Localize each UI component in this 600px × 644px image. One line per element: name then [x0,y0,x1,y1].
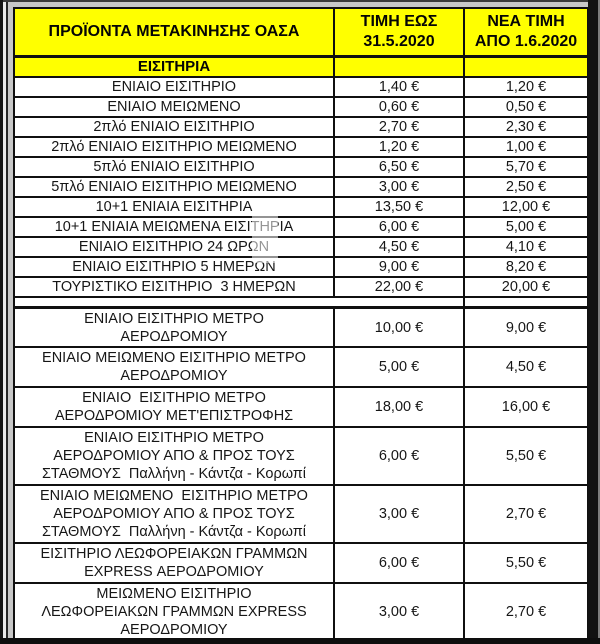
photo-edge-left [0,0,3,644]
price-new-cell: 0,50 € [463,98,587,116]
photo-edge-top [0,0,600,2]
table-row: ΕΝΙΑΙΟ ΕΙΣΙΤΗΡΙΟ ΜΕΤΡΟ ΑΕΡΟΔΡΟΜΙΟΥ ΜΕΤ'Ε… [15,386,587,426]
price-new-cell: 4,10 € [463,238,587,256]
photo-edge-bottom [0,638,600,644]
price-old-cell: 5,00 € [333,348,463,386]
table-header-row: ΠΡΟΪΟΝΤΑ ΜΕΤΑΚΙΝΗΣΗΣ ΟΑΣΑ ΤΙΜΗ ΕΩΣ 31.5.… [15,9,587,55]
table-row: 2πλό ΕΝΙΑΙΟ ΕΙΣΙΤΗΡΙΟ 2,70 € 2,30 € [15,116,587,136]
price-old-cell: 1,20 € [333,138,463,156]
price-new-cell: 5,00 € [463,218,587,236]
product-name: 10+1 ΕΝΙΑΙΑ ΜΕΙΩΜΕΝΑ ΕΙΣΙΤΗΡΙΑ [54,219,294,235]
photo-edge-right [588,0,598,644]
price-old-cell: 3,00 € [333,486,463,542]
price-old-cell: 6,50 € [333,158,463,176]
product-name: ΕΝΙΑΙΟ ΕΙΣΙΤΗΡΙΟ ΜΕΤΡΟ ΑΕΡΟΔΡΟΜΙΟΥ ΜΕΤ'Ε… [54,390,294,424]
spacer-row [15,296,587,306]
product-name: 10+1 ΕΝΙΑΙΑ ΕΙΣΙΤΗΡΙΑ [95,199,253,215]
product-name: ΕΝΙΑΙΟ ΕΙΣΙΤΗΡΙΟ 24 ΩΡΩΝ [78,239,270,255]
product-name: ΕΝΙΑΙΟ ΜΕΙΩΜΕΝΟ ΕΙΣΙΤΗΡΙΟ ΜΕΤΡΟ ΑΕΡΟΔΡΟΜ… [42,350,306,384]
table-row: ΕΙΣΙΤΗΡΙΟ ΛΕΩΦΟΡΕΙΑΚΩΝ ΓΡΑΜΜΩΝ EXPRESS Α… [15,542,587,582]
product-name: 2πλό ΕΝΙΑΙΟ ΕΙΣΙΤΗΡΙΟ [93,119,255,135]
product-name: ΕΙΣΙΤΗΡΙΟ ΛΕΩΦΟΡΕΙΑΚΩΝ ΓΡΑΜΜΩΝ EXPRESS Α… [40,546,308,580]
product-name: 2πλό ΕΝΙΑΙΟ ΕΙΣΙΤΗΡΙΟ ΜΕΙΩΜΕΝΟ [51,139,297,155]
price-old-cell: 10,00 € [333,309,463,346]
table-row: ΕΝΙΑΙΟ ΜΕΙΩΜΕΝΟ 0,60 € 0,50 € [15,96,587,116]
product-name: ΜΕΙΩΜΕΝΟ ΕΙΣΙΤΗΡΙΟ ΛΕΩΦΟΡΕΙΑΚΩΝ ΓΡΑΜΜΩΝ … [41,586,307,638]
price-old-cell: 9,00 € [333,258,463,276]
price-new-cell: 20,00 € [463,278,587,296]
product-name: ΕΝΙΑΙΟ ΕΙΣΙΤΗΡΙΟ ΜΕΤΡΟ ΑΕΡΟΔΡΟΜΙΟΥ [84,310,264,345]
price-new-cell: 2,50 € [463,178,587,196]
product-name: 5πλό ΕΝΙΑΙΟ ΕΙΣΙΤΗΡΙΟ [93,159,255,175]
price-new-cell: 12,00 € [463,198,587,216]
price-old-cell: 3,00 € [333,584,463,640]
price-old-cell: 13,50 € [333,198,463,216]
table-row: ΕΝΙΑΙΟ ΕΙΣΙΤΗΡΙΟ 5 ΗΜΕΡΩΝ 9,00 € 8,20 € [15,256,587,276]
price-new-cell: 8,20 € [463,258,587,276]
product-name: ΤΟΥΡΙΣΤΙΚΟ ΕΙΣΙΤΗΡΙΟ 3 ΗΜΕΡΩΝ [52,279,296,295]
price-old-cell: 22,00 € [333,278,463,296]
price-old-cell: 1,40 € [333,78,463,96]
header-price-new: ΝΕΑ ΤΙΜΗ ΑΠΟ 1.6.2020 [463,9,587,55]
price-new-cell: 5,50 € [463,428,587,484]
price-new-cell: 5,70 € [463,158,587,176]
price-new-cell: 2,70 € [463,584,587,640]
price-new-cell: 1,00 € [463,138,587,156]
table-row: 5πλό ΕΝΙΑΙΟ ΕΙΣΙΤΗΡΙΟ ΜΕΙΩΜΕΝΟ 3,00 € 2,… [15,176,587,196]
header-product: ΠΡΟΪΟΝΤΑ ΜΕΤΑΚΙΝΗΣΗΣ ΟΑΣΑ [48,23,300,40]
photo-edge-left-line [6,2,8,644]
price-old-cell: 18,00 € [333,388,463,426]
price-new-cell: 2,30 € [463,118,587,136]
price-old-cell: 0,60 € [333,98,463,116]
table-row: ΕΝΙΑΙΟ ΕΙΣΙΤΗΡΙΟ 1,40 € 1,20 € [15,76,587,96]
price-new-cell: 9,00 € [463,309,587,346]
product-name: ΕΝΙΑΙΟ ΕΙΣΙΤΗΡΙΟ [111,79,237,95]
price-new-cell: 2,70 € [463,486,587,542]
table-row: ΕΝΙΑΙΟ ΕΙΣΙΤΗΡΙΟ 24 ΩΡΩΝ 4,50 € 4,10 € [15,236,587,256]
product-name: ΕΝΙΑΙΟ ΕΙΣΙΤΗΡΙΟ ΜΕΤΡΟ ΑΕΡΟΔΡΟΜΙΟΥ ΑΠΟ &… [41,430,307,482]
spacer-cell [333,298,463,306]
price-new-cell: 4,50 € [463,348,587,386]
section-title: ΕΙΣΙΤΗΡΙΑ [137,58,211,75]
table-row: 10+1 ΕΝΙΑΙΑ ΜΕΙΩΜΕΝΑ ΕΙΣΙΤΗΡΙΑ 6,00 € 5,… [15,216,587,236]
table-row: 5πλό ΕΝΙΑΙΟ ΕΙΣΙΤΗΡΙΟ 6,50 € 5,70 € [15,156,587,176]
spacer-cell [463,298,587,306]
price-old-cell: 6,00 € [333,218,463,236]
fare-table: ΠΡΟΪΟΝΤΑ ΜΕΤΑΚΙΝΗΣΗΣ ΟΑΣΑ ΤΙΜΗ ΕΩΣ 31.5.… [13,7,589,642]
table-row: 2πλό ΕΝΙΑΙΟ ΕΙΣΙΤΗΡΙΟ ΜΕΙΩΜΕΝΟ 1,20 € 1,… [15,136,587,156]
spacer-cell [15,298,333,306]
table-row: ΕΝΙΑΙΟ ΕΙΣΙΤΗΡΙΟ ΜΕΤΡΟ ΑΕΡΟΔΡΟΜΙΟΥ ΑΠΟ &… [15,426,587,484]
section-empty-cell [333,58,463,76]
price-old-cell: 3,00 € [333,178,463,196]
price-new-cell: 16,00 € [463,388,587,426]
product-name: 5πλό ΕΝΙΑΙΟ ΕΙΣΙΤΗΡΙΟ ΜΕΙΩΜΕΝΟ [51,179,297,195]
product-name: ΕΝΙΑΙΟ ΜΕΙΩΜΕΝΟ [107,99,241,115]
table-row: ΜΕΙΩΜΕΝΟ ΕΙΣΙΤΗΡΙΟ ΛΕΩΦΟΡΕΙΑΚΩΝ ΓΡΑΜΜΩΝ … [15,582,587,640]
product-name: ΕΝΙΑΙΟ ΜΕΙΩΜΕΝΟ ΕΙΣΙΤΗΡΙΟ ΜΕΤΡΟ ΑΕΡΟΔΡΟΜ… [40,488,308,540]
section-empty-cell [463,58,587,76]
header-price-until: ΤΙΜΗ ΕΩΣ 31.5.2020 [333,9,463,55]
table-row: 10+1 ΕΝΙΑΙΑ ΕΙΣΙΤΗΡΙΑ 13,50 € 12,00 € [15,196,587,216]
watermark [252,199,278,263]
price-new-cell: 5,50 € [463,544,587,582]
table-row: ΤΟΥΡΙΣΤΙΚΟ ΕΙΣΙΤΗΡΙΟ 3 ΗΜΕΡΩΝ 22,00 € 20… [15,276,587,296]
photo-edge-left-gap [3,2,6,644]
product-name: ΕΝΙΑΙΟ ΕΙΣΙΤΗΡΙΟ 5 ΗΜΕΡΩΝ [72,259,276,275]
table-row: ΕΝΙΑΙΟ ΜΕΙΩΜΕΝΟ ΕΙΣΙΤΗΡΙΟ ΜΕΤΡΟ ΑΕΡΟΔΡΟΜ… [15,346,587,386]
section-row-tickets: ΕΙΣΙΤΗΡΙΑ [15,55,587,76]
price-old-cell: 6,00 € [333,544,463,582]
price-old-cell: 4,50 € [333,238,463,256]
table-row: ΕΝΙΑΙΟ ΜΕΙΩΜΕΝΟ ΕΙΣΙΤΗΡΙΟ ΜΕΤΡΟ ΑΕΡΟΔΡΟΜ… [15,484,587,542]
photo-edge-right-far [598,0,600,644]
price-new-cell: 1,20 € [463,78,587,96]
price-old-cell: 2,70 € [333,118,463,136]
price-old-cell: 6,00 € [333,428,463,484]
table-row: ΕΝΙΑΙΟ ΕΙΣΙΤΗΡΙΟ ΜΕΤΡΟ ΑΕΡΟΔΡΟΜΙΟΥ 10,00… [15,306,587,346]
